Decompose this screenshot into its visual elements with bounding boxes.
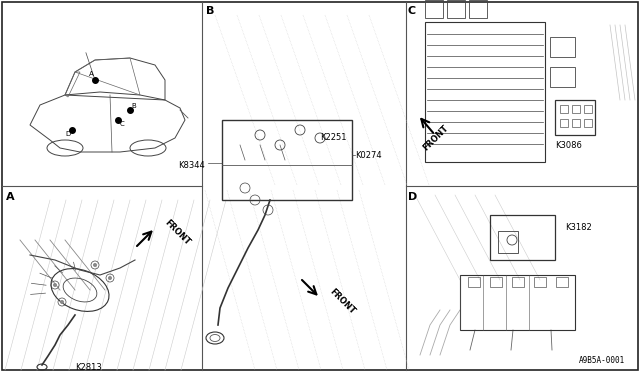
Text: FRONT: FRONT [163,218,192,247]
Text: K8344: K8344 [179,160,205,170]
Circle shape [60,300,64,304]
Bar [572,119,580,127]
Text: D: D [408,192,417,202]
Text: C: C [408,6,416,16]
Bar [560,105,568,113]
Text: C: C [120,121,124,127]
Text: FRONT: FRONT [421,124,450,153]
Bar [222,120,352,200]
Text: A9B5A-0001: A9B5A-0001 [579,356,625,365]
Text: B: B [132,103,136,109]
Bar [447,0,465,18]
Bar [550,67,575,87]
Text: K2251: K2251 [320,134,346,142]
Bar [560,119,568,127]
Bar [555,100,595,135]
Text: K3182: K3182 [565,224,592,232]
Bar [425,0,443,18]
Text: B: B [206,6,214,16]
Circle shape [53,283,57,287]
Bar [425,22,545,162]
Bar [460,275,575,330]
Bar [468,277,480,287]
Text: A: A [88,71,93,77]
Bar [498,231,518,253]
Text: A: A [6,192,15,202]
Bar [572,105,580,113]
Circle shape [108,276,112,280]
Text: K3086: K3086 [555,141,582,150]
Bar [550,37,575,57]
Bar [490,215,555,260]
Bar [512,277,524,287]
Bar [584,119,592,127]
Bar [469,0,487,18]
Bar [584,105,592,113]
Bar [534,277,546,287]
Text: K0274: K0274 [355,151,381,160]
Text: D: D [65,131,70,137]
Bar [556,277,568,287]
Text: FRONT: FRONT [328,288,357,317]
Bar [490,277,502,287]
Circle shape [93,263,97,267]
Text: K2813: K2813 [75,363,102,372]
